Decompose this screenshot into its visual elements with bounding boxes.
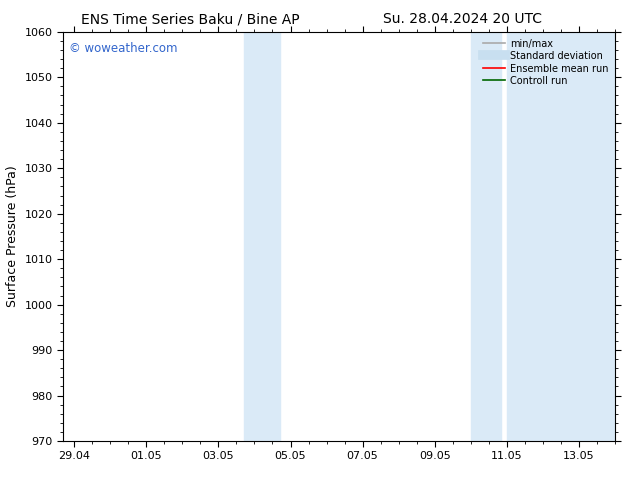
Text: Su. 28.04.2024 20 UTC: Su. 28.04.2024 20 UTC <box>384 12 542 26</box>
Text: © woweather.com: © woweather.com <box>69 42 178 55</box>
Text: ENS Time Series Baku / Bine AP: ENS Time Series Baku / Bine AP <box>81 12 299 26</box>
Bar <box>507 32 615 441</box>
Y-axis label: Surface Pressure (hPa): Surface Pressure (hPa) <box>6 166 19 307</box>
Legend: min/max, Standard deviation, Ensemble mean run, Controll run: min/max, Standard deviation, Ensemble me… <box>481 37 610 88</box>
Bar <box>243 32 280 441</box>
Bar <box>471 32 501 441</box>
